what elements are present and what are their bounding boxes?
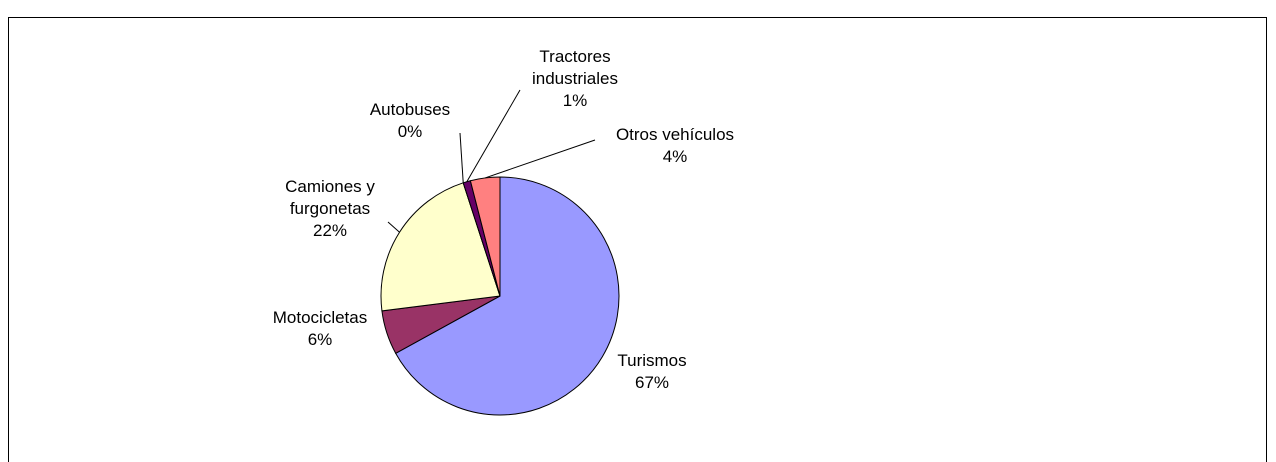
pie-slice [395,176,620,416]
leader-line [387,221,400,233]
slice-label: Tractores industriales [532,47,618,88]
slice-label: Otros vehículos [616,125,734,144]
slice-value-label: 6% [308,330,333,349]
slice-label: Motocicletas [273,308,367,327]
slice-label: Camiones y furgonetas [285,177,375,218]
label-line: industriales [532,69,618,88]
label-line: Camiones y [285,177,375,196]
pie-slice [469,176,501,297]
slice-label: Autobuses [370,100,450,119]
slice-value-label: 67% [635,373,669,392]
label-line: Otros vehículos [616,125,734,144]
label-line: Motocicletas [273,308,367,327]
chart-frame [8,17,1267,462]
slice-value-label: 1% [563,91,588,110]
label-line: Tractores [539,47,610,66]
leader-line [466,89,521,182]
slice-label: Turismos [617,351,686,370]
leader-line [459,132,464,183]
label-line: Turismos [617,351,686,370]
label-line: furgonetas [290,199,370,218]
label-line: Autobuses [370,100,450,119]
slice-value-label: 4% [663,147,688,166]
leader-line [484,139,596,179]
slice-value-label: 22% [313,221,347,240]
pie-slice [380,182,501,312]
slice-value-label: 0% [398,122,423,141]
